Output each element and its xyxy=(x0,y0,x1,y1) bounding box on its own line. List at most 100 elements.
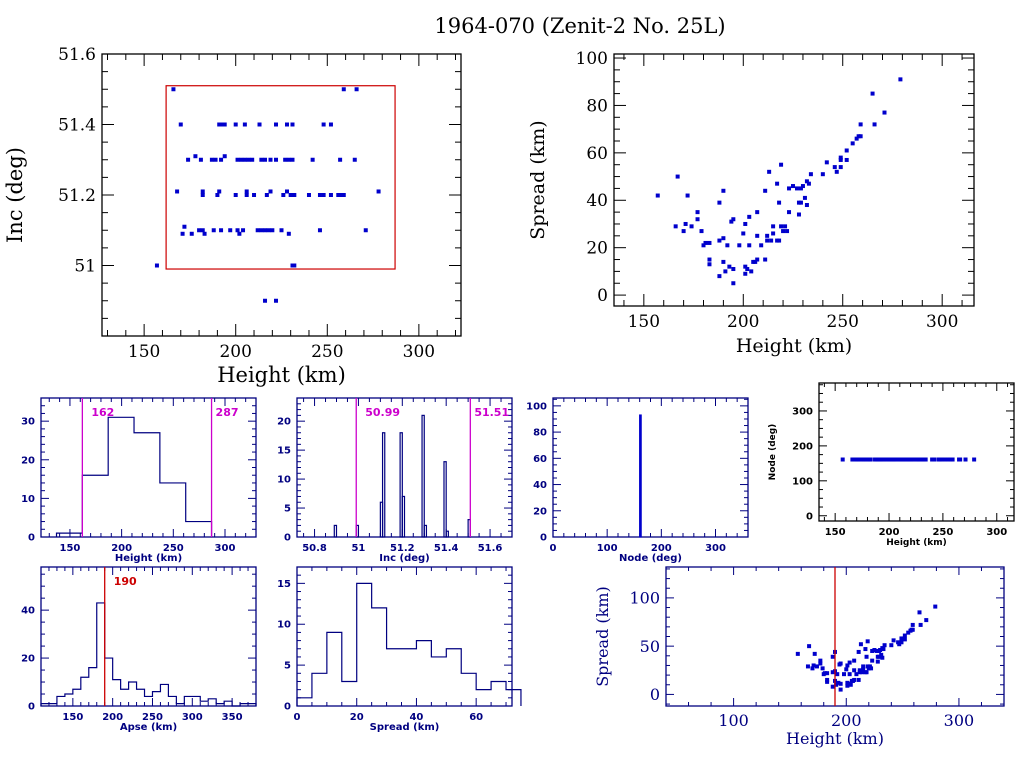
x-tick-label: 200 xyxy=(831,711,862,730)
plot-frame xyxy=(613,53,975,307)
data-point xyxy=(707,257,712,262)
data-point xyxy=(182,224,187,229)
data-point xyxy=(844,667,849,672)
data-point xyxy=(310,157,315,162)
x-axis-label: Height (km) xyxy=(786,729,884,748)
data-point xyxy=(872,122,877,127)
data-point xyxy=(847,660,852,665)
node-vs-height-chart: 150 200 250 300 0 100 200 300 Height (km) Node (d… xyxy=(768,382,1015,548)
data-point xyxy=(175,189,180,194)
y-tick-label: 5 xyxy=(284,661,291,672)
data-point xyxy=(743,221,748,226)
y-tick-label: 51.6 xyxy=(58,45,96,65)
data-point xyxy=(286,157,291,162)
y-tick-label: 10 xyxy=(277,620,291,631)
data-point xyxy=(321,193,326,197)
data-point xyxy=(341,87,346,92)
data-point xyxy=(721,188,726,193)
data-point xyxy=(154,263,159,268)
data-point xyxy=(881,647,886,652)
x-tick-label: 300 xyxy=(926,312,958,332)
data-point xyxy=(729,219,734,224)
data-point xyxy=(856,677,861,682)
data-point xyxy=(178,122,183,127)
data-point xyxy=(846,681,851,686)
data-point xyxy=(749,269,754,274)
y-tick-label: 20 xyxy=(21,455,35,466)
data-point xyxy=(328,122,333,127)
spread-vs-height-wide-chart: 100 200 300 0 50 100 Height (km) Spread (km) xyxy=(593,566,1005,748)
data-point xyxy=(209,157,214,162)
data-point xyxy=(767,169,772,174)
data-point xyxy=(933,604,938,609)
data-point xyxy=(950,457,955,462)
data-point xyxy=(880,655,885,660)
x-tick-label: 300 xyxy=(215,543,236,554)
y-tick-label: 10 xyxy=(277,475,291,486)
data-point xyxy=(731,267,736,272)
histogram-steps xyxy=(55,416,213,537)
data-point xyxy=(852,457,857,462)
data-point xyxy=(755,233,760,238)
data-point xyxy=(292,193,297,197)
data-point xyxy=(863,457,868,462)
x-tick-label: 150 xyxy=(628,312,660,332)
data-point xyxy=(717,200,722,205)
limit-label: 51.51 xyxy=(474,406,509,419)
y-tick-label: 50 xyxy=(640,637,660,656)
data-point xyxy=(859,457,864,462)
data-point xyxy=(743,271,748,276)
data-point xyxy=(820,666,825,671)
y-tick-label: 0 xyxy=(28,702,35,713)
data-point xyxy=(814,664,819,669)
y-tick-label: 20 xyxy=(21,654,35,665)
data-point xyxy=(721,236,726,241)
data-point xyxy=(972,457,977,462)
x-tick-label: 250 xyxy=(142,712,163,723)
data-point xyxy=(939,457,944,462)
data-point xyxy=(834,682,839,687)
data-point xyxy=(882,643,887,648)
histogram-bar xyxy=(333,524,338,538)
data-point xyxy=(317,228,322,233)
histogram-bar xyxy=(443,461,447,538)
data-point xyxy=(870,648,875,653)
data-point xyxy=(701,243,706,248)
data-point xyxy=(889,643,894,648)
histogram-bar xyxy=(401,495,406,538)
data-point xyxy=(808,172,813,177)
data-point xyxy=(804,179,809,184)
data-point xyxy=(336,193,341,197)
data-point xyxy=(832,165,837,170)
x-tick-label: 150 xyxy=(128,342,160,362)
x-tick-label: 250 xyxy=(311,342,343,362)
x-tick-label: 150 xyxy=(60,543,81,554)
data-point xyxy=(785,229,790,234)
x-tick-label: 51.4 xyxy=(434,543,459,554)
data-point xyxy=(872,648,877,653)
x-tick-label: 200 xyxy=(727,312,759,332)
data-point xyxy=(854,136,859,141)
data-point xyxy=(341,193,346,197)
histogram-bar xyxy=(445,530,449,538)
data-point xyxy=(804,203,809,208)
data-point xyxy=(806,181,811,186)
data-point xyxy=(290,157,295,162)
data-point xyxy=(171,87,176,92)
data-point xyxy=(290,122,295,127)
data-point xyxy=(727,264,732,269)
data-point xyxy=(763,188,768,193)
y-tick-label: 0 xyxy=(28,533,35,544)
y-tick-label: 60 xyxy=(533,454,547,465)
y-tick-label: 15 xyxy=(277,579,291,590)
data-point xyxy=(917,610,922,615)
data-point xyxy=(864,670,869,675)
y-tick-label: 0 xyxy=(597,286,608,306)
x-tick-label: 200 xyxy=(219,342,251,362)
data-point xyxy=(731,281,736,286)
data-point xyxy=(891,638,896,643)
data-point xyxy=(202,231,207,236)
limit-label: 50.99 xyxy=(365,406,400,419)
data-point xyxy=(906,630,911,635)
